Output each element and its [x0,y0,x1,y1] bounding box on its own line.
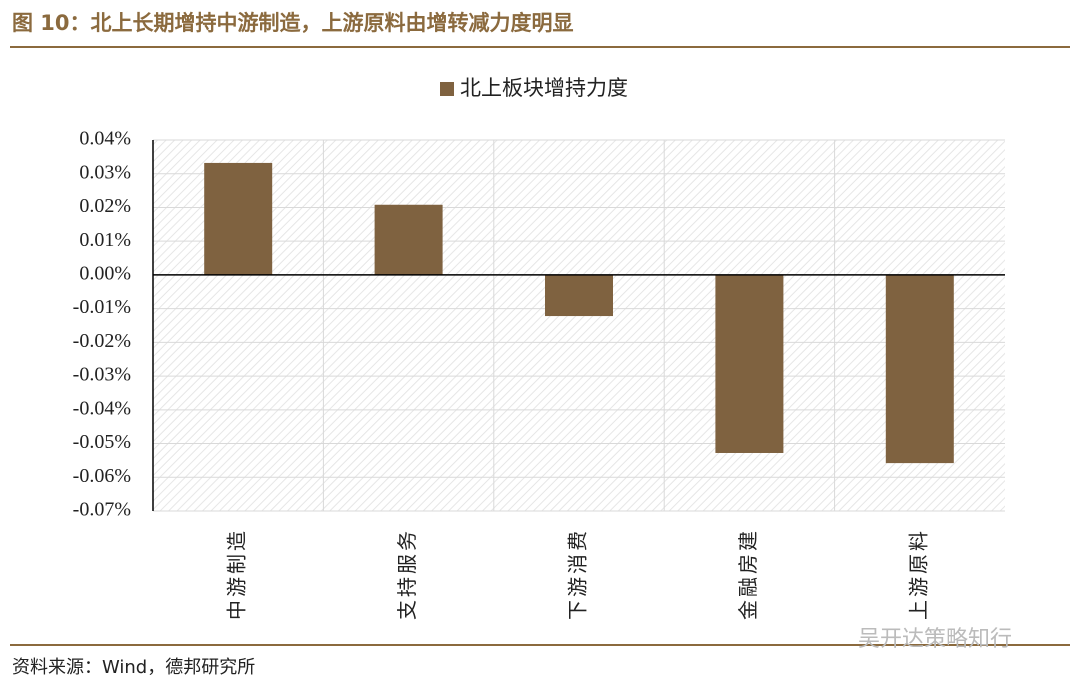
source-note: 资料来源：Wind，德邦研究所 [12,657,255,678]
legend-label: 北上板块增持力度 [460,76,628,100]
y-tick-label: -0.06% [73,465,131,487]
plot-area [153,140,1005,511]
y-tick-label: -0.02% [73,330,131,352]
bar [545,274,613,317]
y-tick-label: 0.00% [79,263,131,285]
bar [885,274,954,464]
watermark: 吴开达策略知行 [858,627,1012,652]
x-tick-label: 金融房建 [736,528,760,620]
y-tick-label: -0.07% [73,499,131,521]
x-tick-label: 下游消费 [566,528,590,620]
bar [715,274,784,453]
figure-title: 图 10：北上长期增持中游制造，上游原料由增转减力度明显 [12,11,574,35]
bar [204,162,273,275]
bar [374,204,443,275]
y-tick-label: 0.04% [79,128,131,150]
y-tick-label: 0.01% [79,229,131,251]
y-tick-label: -0.05% [73,431,131,453]
x-tick-label: 上游原料 [906,528,930,620]
y-tick-label: 0.02% [79,195,131,217]
y-tick-label: -0.01% [73,296,131,318]
y-tick-label: -0.03% [73,364,131,386]
y-tick-label: 0.03% [79,161,131,183]
x-tick-label: 支持服务 [395,528,419,620]
x-tick-label: 中游制造 [225,528,249,620]
legend-swatch [440,82,454,96]
y-tick-label: -0.04% [73,397,131,419]
